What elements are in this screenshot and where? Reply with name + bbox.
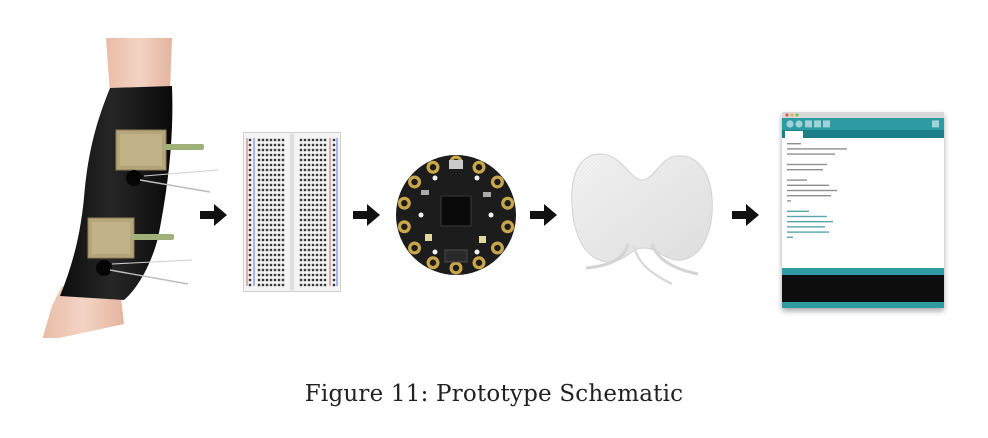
arrow-right-icon	[530, 204, 557, 226]
arrow-right-icon	[353, 204, 380, 226]
circuit-playground-board-icon	[396, 155, 516, 275]
tens-electrode-pad-icon	[571, 153, 713, 286]
arrow-right-icon	[200, 204, 227, 226]
diagram	[42, 38, 944, 338]
breadboard-icon	[243, 132, 341, 292]
figure-caption: Figure 11: Prototype Schematic	[304, 381, 684, 407]
arrow-right-icon	[732, 204, 759, 226]
leg-sleeve-with-sensors-icon	[42, 38, 219, 338]
arduino-ide-window-icon	[782, 112, 944, 308]
